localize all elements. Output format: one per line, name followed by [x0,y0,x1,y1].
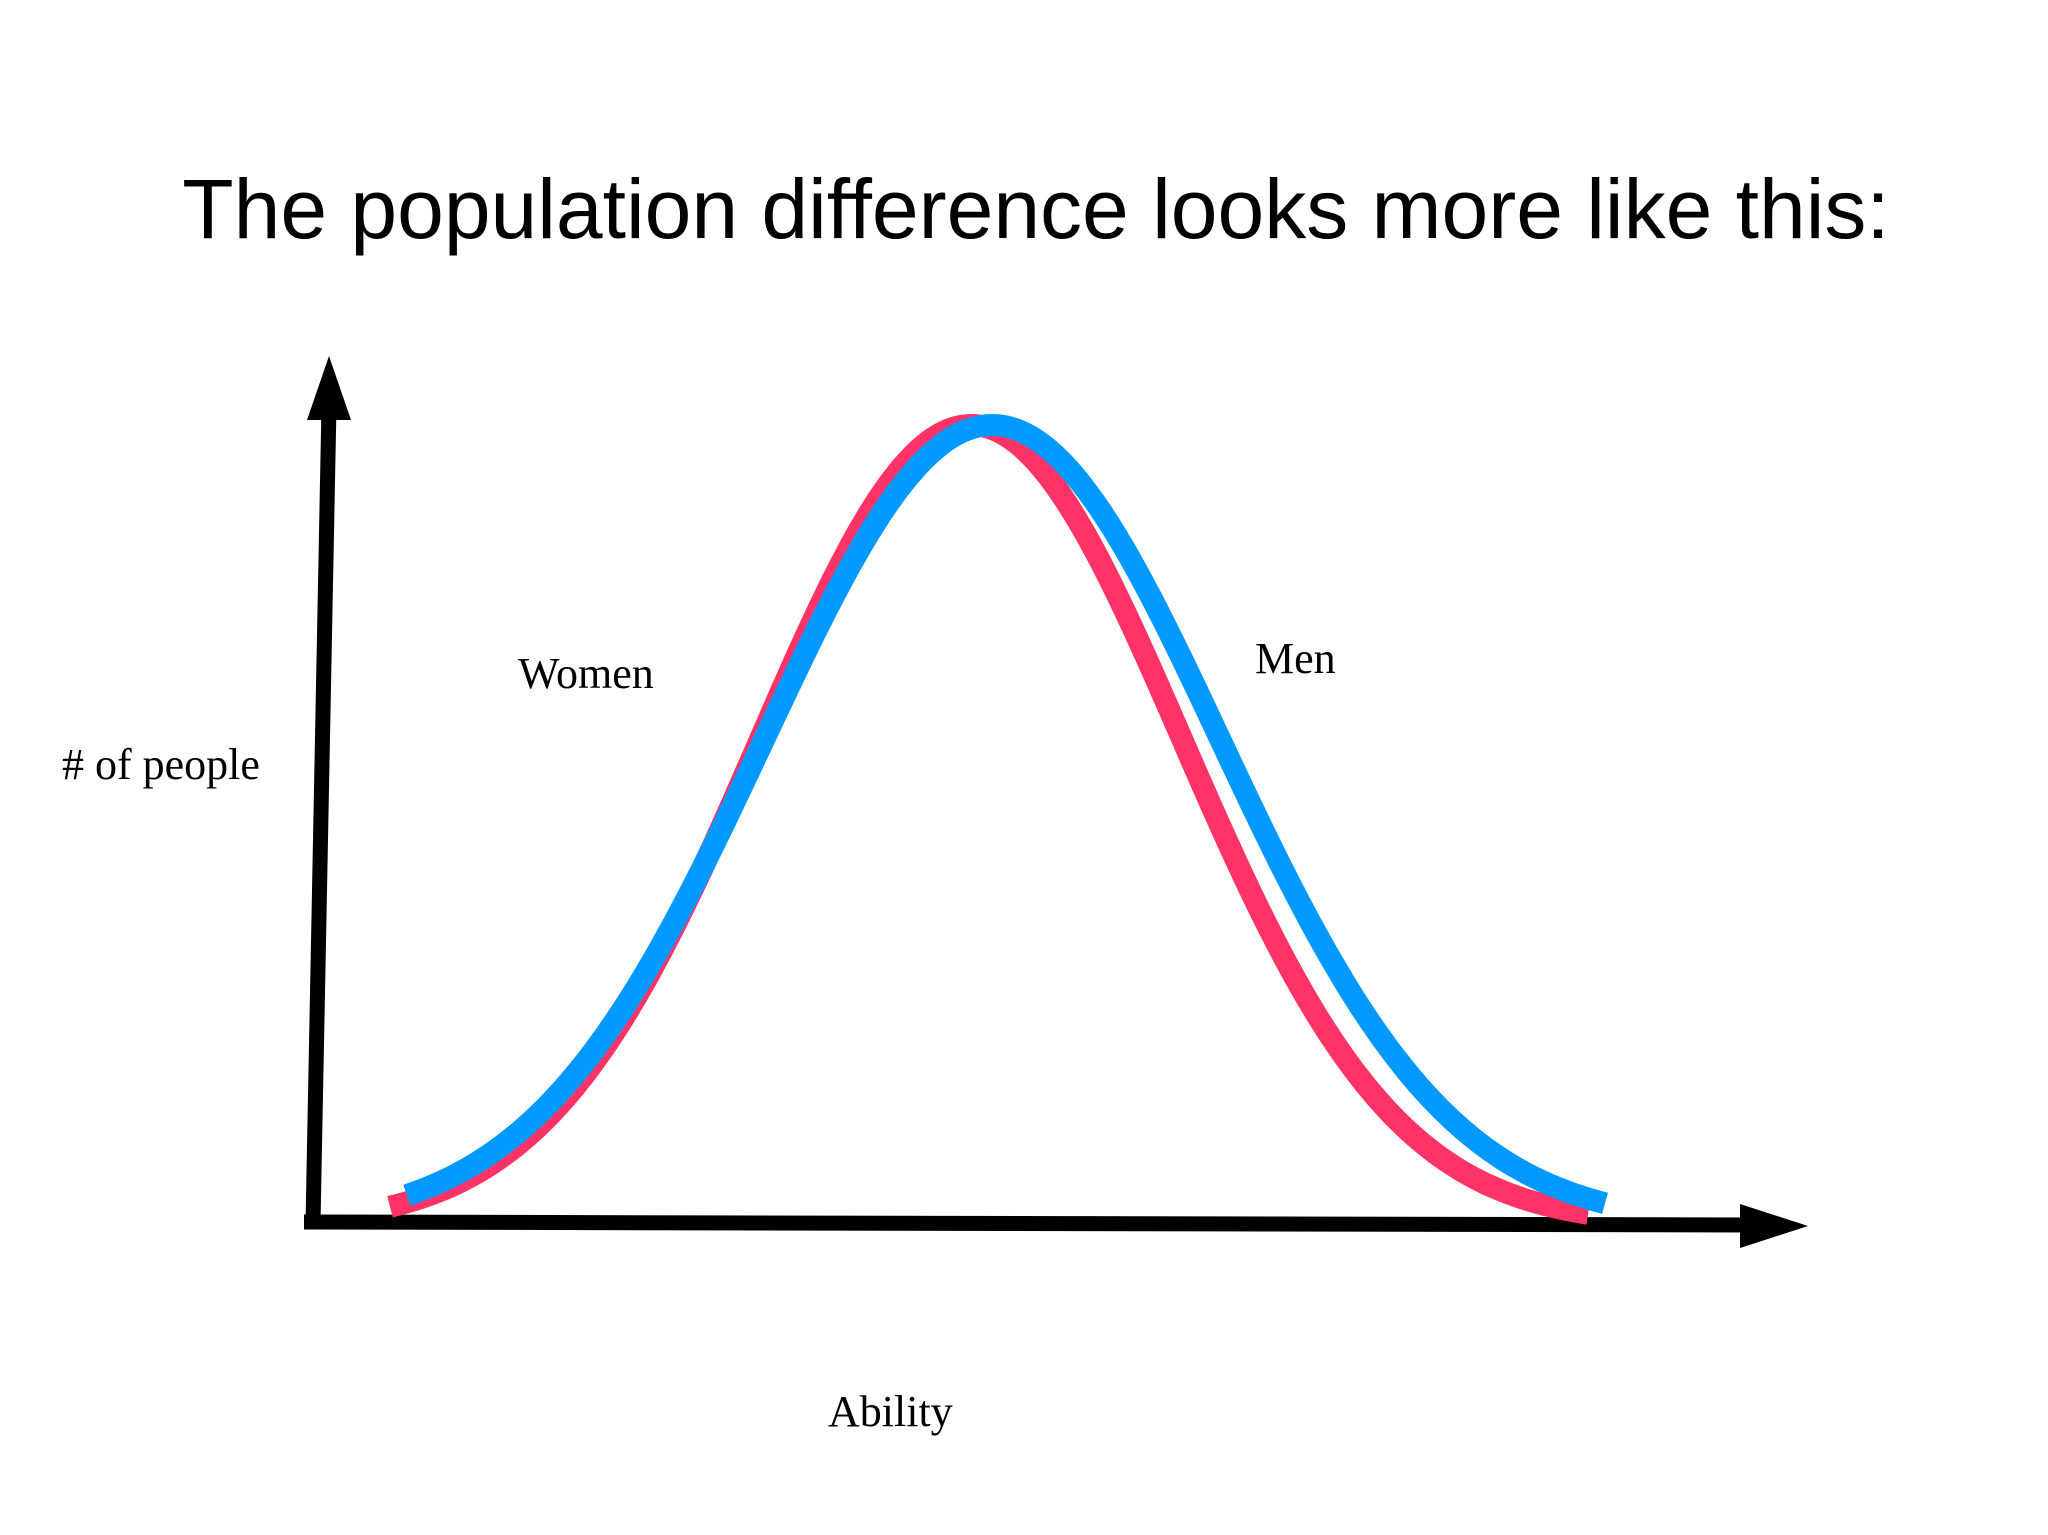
x-axis-arrowhead [1740,1204,1808,1248]
x-axis [303,1214,1746,1233]
x-axis-label: Ability [828,1387,953,1436]
series-curve-men [401,414,1611,1214]
chart-series [384,414,1611,1225]
chart-axes [303,356,1808,1248]
series-label-men: Men [1255,634,1336,683]
y-axis-label: # of people [62,740,260,789]
series-label-women: Women [518,649,654,698]
y-axis [305,404,337,1224]
slide-title: The population difference looks more lik… [182,162,1889,256]
y-axis-arrowhead [307,356,351,420]
